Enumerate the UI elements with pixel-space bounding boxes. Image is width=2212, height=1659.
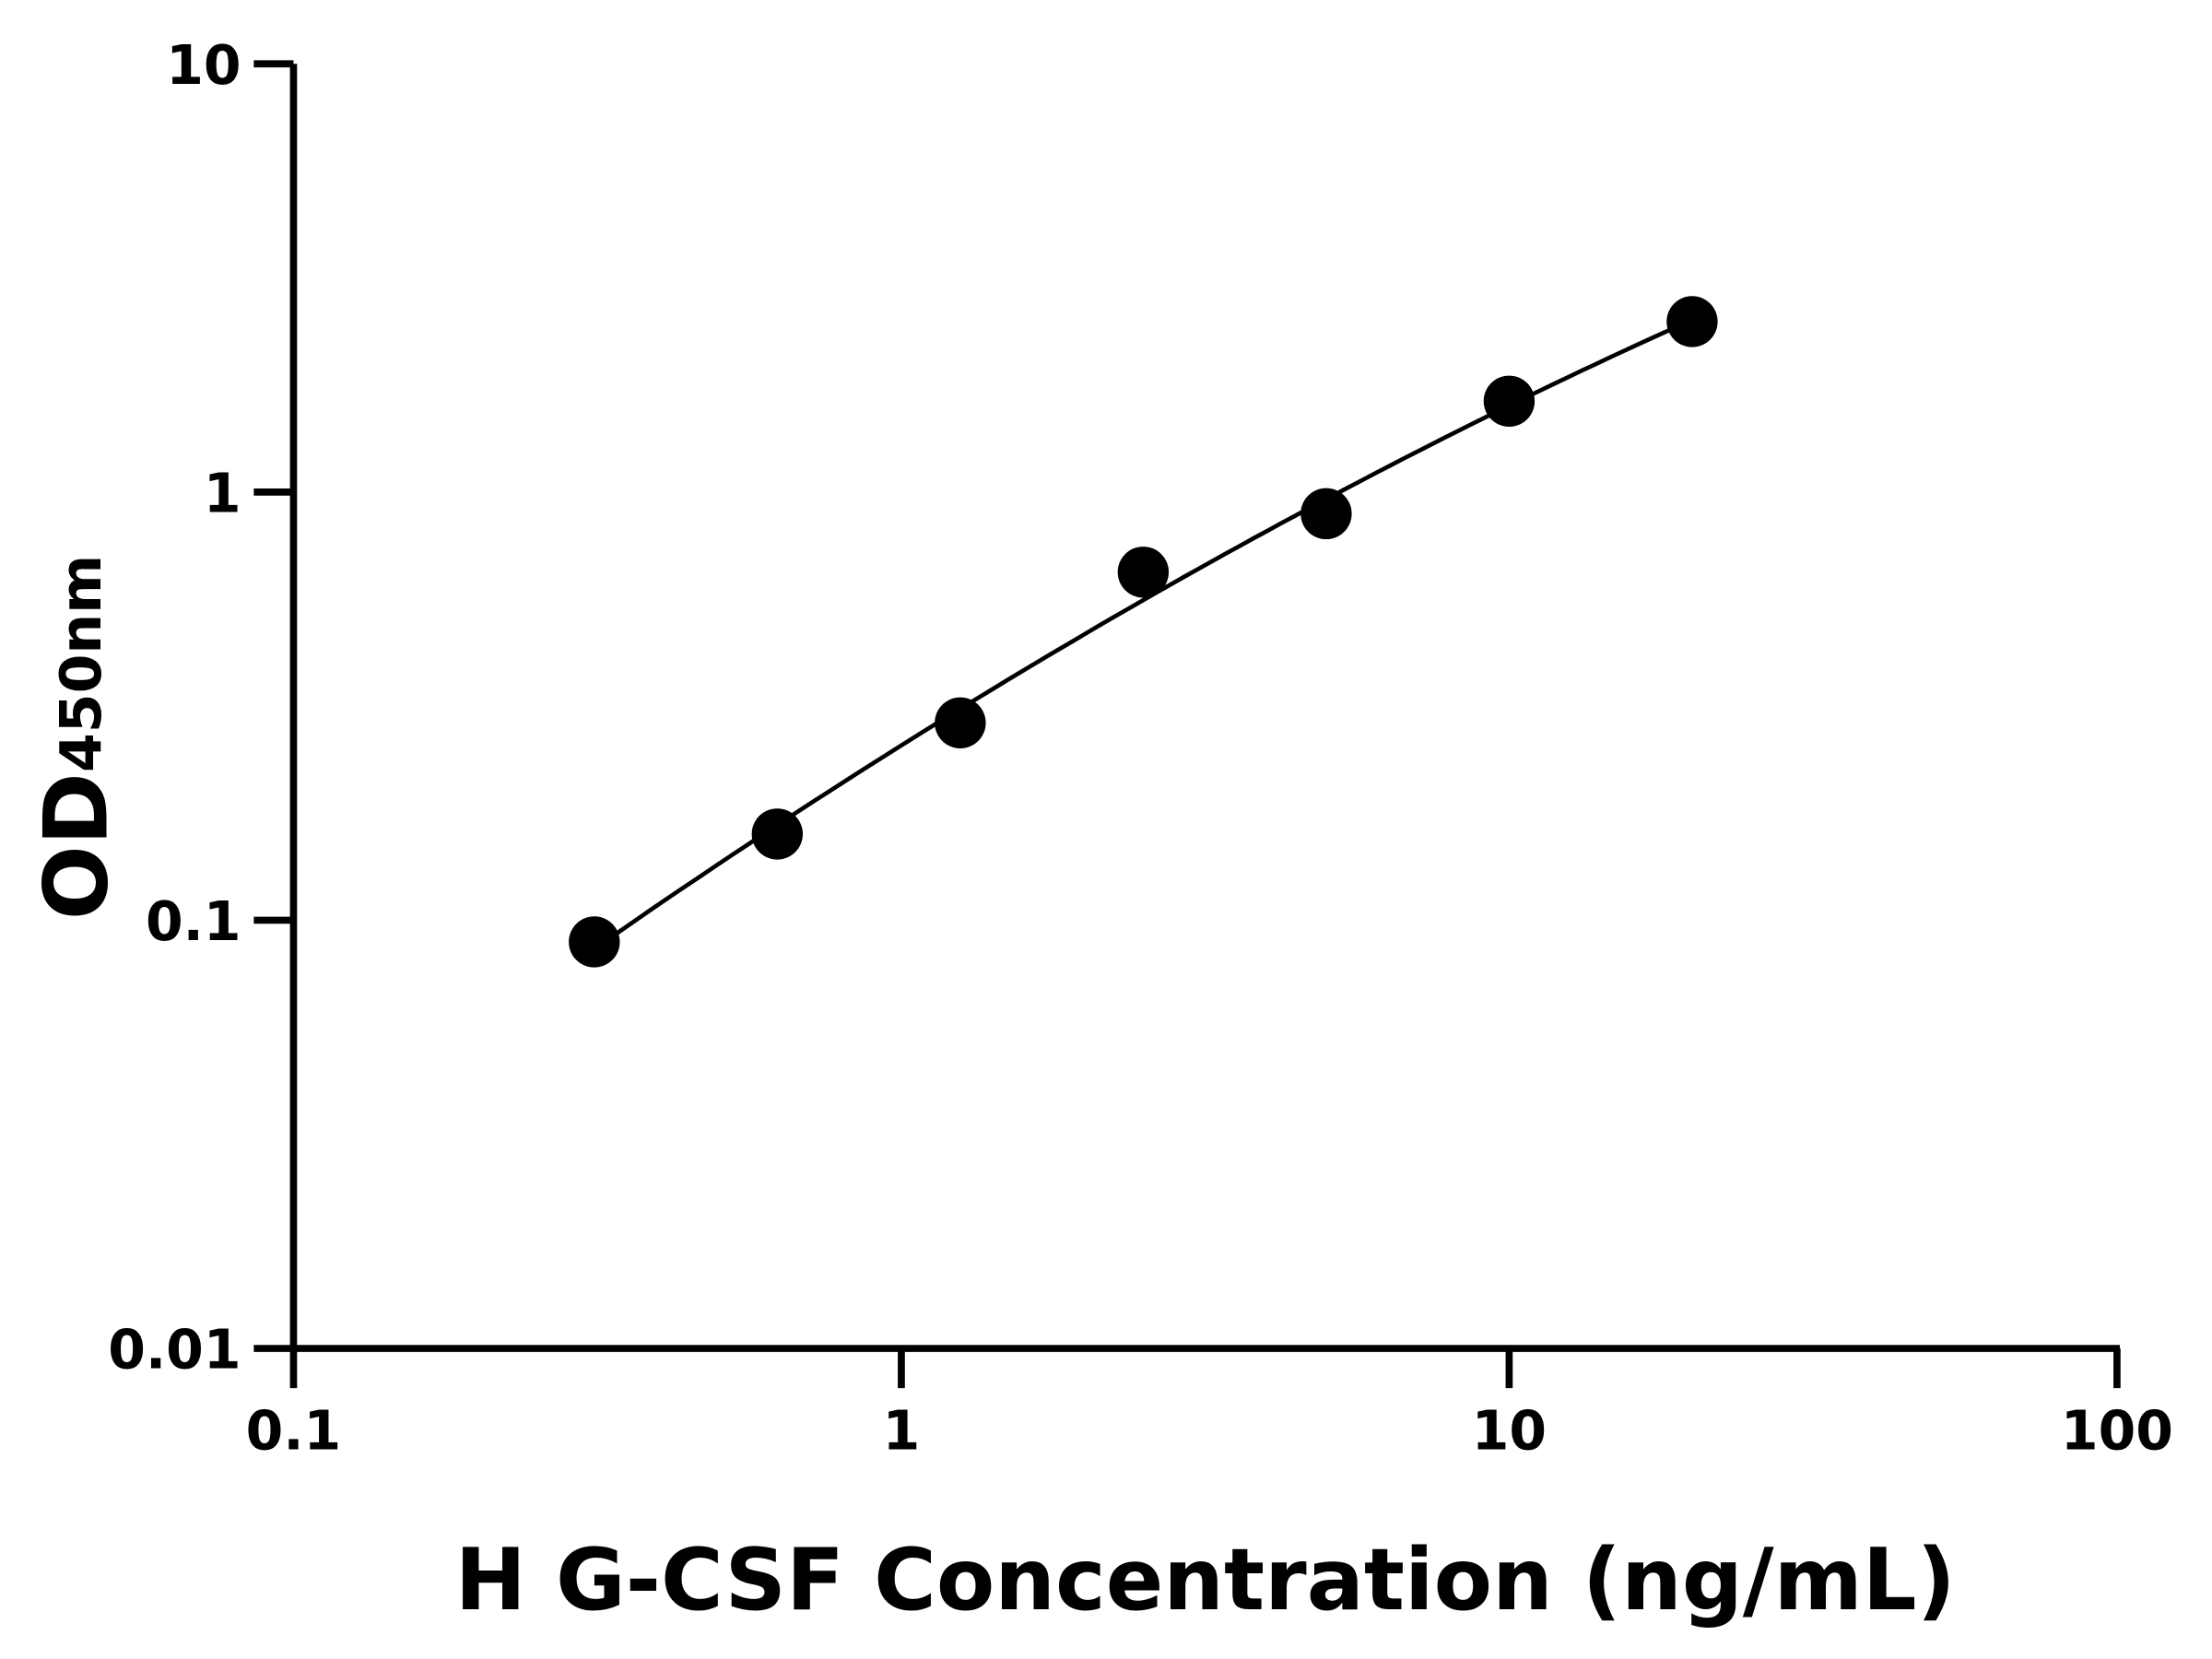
data-point <box>1666 296 1718 347</box>
y-tick-label: 10 <box>166 34 241 97</box>
data-point <box>569 916 620 968</box>
data-point <box>751 808 804 860</box>
x-tick-label: 100 <box>2061 1399 2173 1462</box>
y-axis-label-group: OD450nm <box>25 555 127 921</box>
y-tick-label: 1 <box>204 462 241 524</box>
x-tick-label: 0.1 <box>246 1399 342 1462</box>
y-tick-label: 0.1 <box>146 890 241 953</box>
data-points <box>569 296 1718 968</box>
y-axis-label-main: OD <box>25 772 127 920</box>
data-point <box>1483 375 1535 427</box>
axes <box>289 64 2120 1352</box>
y-tick-label: 0.01 <box>108 1319 241 1382</box>
x-tick-label: 1 <box>883 1399 921 1462</box>
data-point <box>1300 488 1352 540</box>
y-axis-label: OD450nm <box>25 555 127 921</box>
x-tick-label: 10 <box>1472 1399 1547 1462</box>
data-point <box>935 697 986 749</box>
data-point <box>1117 547 1170 598</box>
y-axis-label-subscript: 450nm <box>48 555 114 772</box>
x-axis-label: H G-CSF Concentration (ng/mL) <box>455 1530 1956 1630</box>
